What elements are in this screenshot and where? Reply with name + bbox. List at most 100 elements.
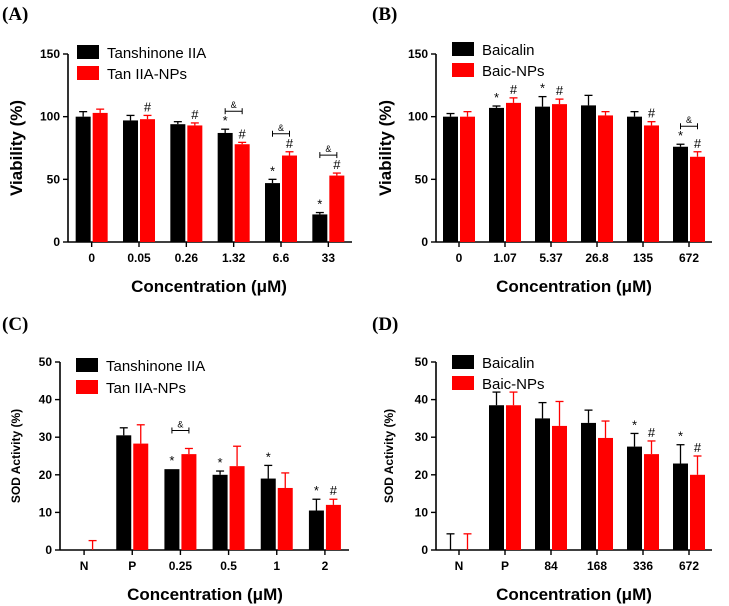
bar	[644, 125, 659, 242]
y-tick-label: 150	[408, 47, 428, 61]
bar	[460, 116, 475, 242]
bracket-label: &	[278, 123, 284, 133]
significance-mark: #	[694, 440, 702, 455]
x-tick-label: 33	[322, 251, 336, 265]
x-tick-label: 672	[679, 559, 699, 573]
bar	[181, 454, 197, 550]
y-tick-label: 10	[39, 505, 53, 519]
x-tick-label: 26.8	[585, 251, 609, 265]
x-tick-label: 135	[633, 251, 653, 265]
x-tick-label: 5.37	[539, 251, 563, 265]
bar	[282, 155, 297, 242]
bar	[140, 119, 155, 242]
significance-mark: *	[223, 113, 228, 128]
bar	[598, 115, 613, 242]
bar	[506, 102, 521, 242]
bar	[329, 175, 345, 242]
y-axis-label: Viability (%)	[376, 100, 395, 196]
legend-swatch	[77, 45, 99, 59]
chart-panel-4: (D) 0 10 20 30 40 50 SOD Activity (%) N P 84 168 336…	[372, 314, 712, 604]
significance-mark: #	[694, 136, 702, 151]
x-axis-title: Concentration (μM)	[131, 277, 287, 296]
x-tick-label: N	[455, 559, 464, 573]
y-tick-label: 0	[421, 543, 428, 557]
bar	[627, 446, 642, 550]
bar	[489, 107, 504, 242]
bar	[170, 124, 186, 242]
y-tick-label: 40	[39, 393, 53, 407]
x-tick-label: 168	[587, 559, 607, 573]
x-tick-label: 0.26	[175, 251, 199, 265]
significance-mark: *	[270, 163, 275, 178]
bar	[644, 454, 659, 550]
panel-letter: (A)	[2, 4, 28, 25]
significance-mark: *	[169, 453, 174, 468]
legend-label: Tan IIA-NPs	[106, 380, 186, 397]
significance-mark: #	[648, 425, 656, 440]
bar	[535, 418, 550, 550]
chart-panel-1: (A) 0 50 100 150 Viability (%) 0 0.05 0.26 1.32 6.…	[2, 4, 352, 296]
bar	[260, 478, 276, 550]
legend-label: Baicalin	[482, 42, 535, 59]
bracket-label: &	[686, 115, 692, 125]
x-tick-label: 0.25	[169, 559, 193, 573]
significance-mark: #	[191, 107, 199, 122]
significance-mark: *	[494, 90, 499, 105]
panel-letter: (D)	[372, 314, 398, 335]
bar	[133, 443, 149, 550]
legend-label: Tanshinone IIA	[106, 358, 205, 375]
significance-mark: #	[286, 136, 294, 151]
significance-mark: #	[144, 99, 152, 114]
significance-mark: #	[510, 82, 518, 97]
y-tick-label: 50	[47, 172, 61, 186]
bar	[217, 132, 233, 242]
bar	[443, 116, 458, 242]
significance-mark: *	[678, 128, 683, 143]
bracket-label: &	[325, 144, 331, 154]
x-tick-label: 0	[456, 251, 463, 265]
significance-mark: *	[540, 81, 545, 96]
x-tick-label: 1.07	[493, 251, 517, 265]
bar	[552, 425, 567, 550]
bar	[690, 474, 705, 550]
y-axis-label: Viability (%)	[7, 100, 26, 196]
significance-mark: #	[333, 157, 341, 172]
bar	[265, 183, 280, 242]
x-tick-label: 2	[322, 559, 329, 573]
bar	[277, 487, 293, 550]
legend-swatch	[76, 380, 98, 394]
x-tick-label: 336	[633, 559, 653, 573]
legend-label: Baic-NPs	[482, 63, 545, 80]
x-tick-label: P	[128, 559, 136, 573]
y-axis-label: SOD Activity (%)	[382, 409, 396, 503]
bar	[164, 469, 180, 550]
legend-swatch	[77, 66, 99, 80]
x-tick-label: 0	[88, 251, 95, 265]
bar	[308, 510, 324, 550]
x-axis-title: Concentration (μM)	[496, 277, 652, 296]
y-tick-label: 150	[40, 47, 60, 61]
bar	[234, 144, 250, 242]
bracket-label: &	[177, 419, 183, 429]
bar	[535, 106, 550, 242]
bar	[325, 504, 341, 550]
bar	[673, 463, 688, 550]
y-axis-label: SOD Activity (%)	[9, 409, 23, 503]
x-axis-title: Concentration (μM)	[127, 585, 283, 604]
y-tick-label: 0	[45, 543, 52, 557]
significance-mark: #	[556, 83, 564, 98]
significance-mark: *	[218, 455, 223, 470]
chart-panel-2: (B) 0 50 100 150 Viability (%) 0 1.07 5.37 26.8 13…	[372, 4, 712, 296]
bar	[673, 146, 688, 242]
x-tick-label: 0.5	[220, 559, 237, 573]
legend-label: Baic-NPs	[482, 376, 545, 393]
bar	[581, 422, 596, 550]
legend-swatch	[452, 42, 474, 56]
bar	[506, 405, 521, 550]
x-tick-label: P	[501, 559, 509, 573]
bar	[123, 120, 138, 242]
x-tick-label: 84	[544, 559, 558, 573]
bar	[187, 125, 203, 242]
y-tick-label: 20	[415, 468, 429, 482]
